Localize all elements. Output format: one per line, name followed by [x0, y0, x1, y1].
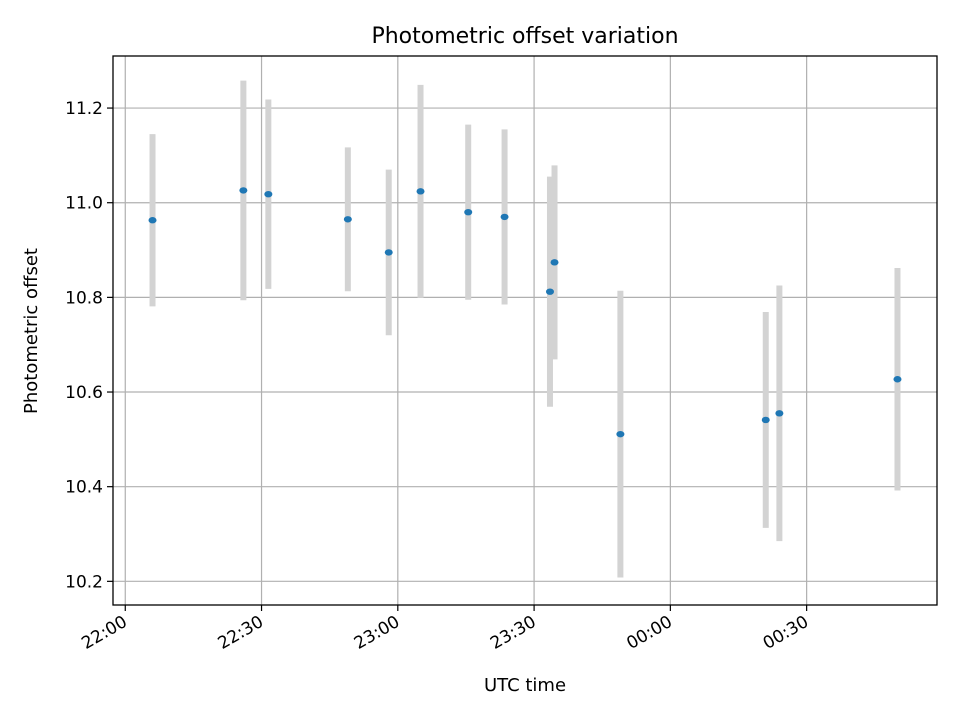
x-tick-label: 22:30	[215, 612, 267, 654]
x-tick-label: 23:00	[351, 612, 403, 654]
x-tick-label: 00:00	[623, 612, 675, 654]
error-bars	[149, 80, 901, 578]
data-point	[616, 430, 625, 438]
x-tick-label: 00:30	[760, 612, 812, 654]
x-tick-label: 22:00	[78, 612, 130, 654]
data-point	[500, 213, 509, 221]
data-point	[416, 188, 425, 195]
data-point	[464, 208, 473, 216]
data-point	[550, 259, 559, 266]
data-point	[148, 217, 157, 224]
chart-title: Photometric offset variation	[371, 24, 678, 49]
data-point	[761, 416, 770, 424]
y-tick-label: 10.6	[65, 383, 103, 403]
y-tick-label: 10.4	[65, 478, 103, 498]
y-tick-label: 11.0	[65, 194, 103, 214]
data-point	[545, 288, 554, 295]
data-point	[264, 190, 273, 198]
grid	[113, 56, 937, 605]
x-axis-label: UTC time	[484, 675, 566, 696]
y-axis-ticks: 10.2 10.4 10.6 10.8 11.0 11.2	[65, 99, 113, 592]
x-tick-label: 23:30	[487, 612, 539, 654]
y-tick-label: 11.2	[65, 99, 103, 119]
y-tick-label: 10.8	[65, 288, 103, 308]
y-tick-label: 10.2	[65, 572, 103, 592]
data-points	[148, 187, 902, 438]
y-axis-label: Photometric offset	[21, 248, 42, 414]
x-axis-ticks: 22:00 22:30 23:00 23:30 00:00 00:30	[78, 605, 812, 654]
data-point	[775, 410, 784, 417]
data-point	[893, 376, 902, 383]
data-point	[343, 216, 352, 223]
plot-frame	[112, 55, 938, 606]
data-point	[384, 249, 393, 256]
data-point	[239, 187, 248, 194]
